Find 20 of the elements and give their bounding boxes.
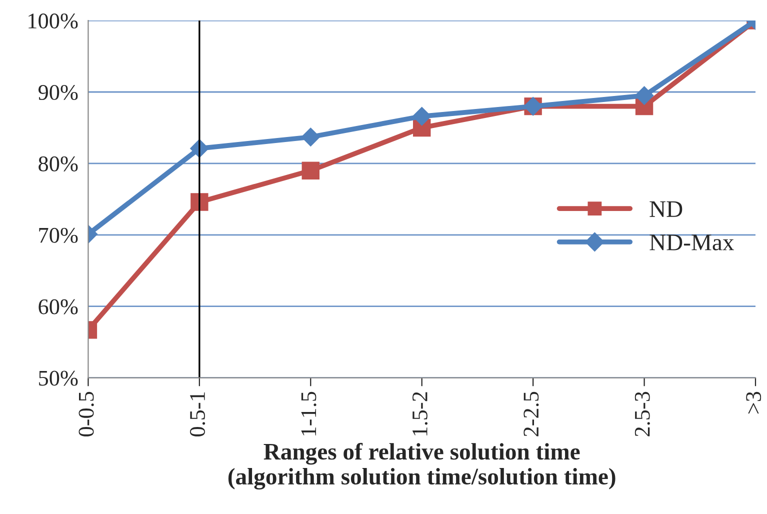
x-tick-label: 1-1.5 <box>301 392 316 436</box>
point <box>302 162 320 180</box>
legend-label: ND-Max <box>650 234 734 250</box>
point <box>412 106 432 126</box>
point <box>634 86 654 105</box>
y-tick-label: 50% <box>39 370 78 386</box>
x-tick-label: 1.5-2 <box>412 392 428 436</box>
x-tick-label: 2.5-3 <box>634 392 650 436</box>
x-axis-title: Ranges of relative solution time (algorithm solution time/solution time) <box>228 442 616 490</box>
y-tick-label: 60% <box>38 299 78 314</box>
x-tick-label: 0.5-1 <box>190 392 206 436</box>
y-tick-label: 70% <box>39 228 78 243</box>
legend-label: ND <box>650 201 682 217</box>
x-tick-label: 2-2.5 <box>524 392 539 436</box>
point <box>301 128 320 146</box>
y-tick-label: 80% <box>38 156 78 172</box>
x-tick-label: >3 <box>746 392 762 414</box>
y-tick-label: 90% <box>38 84 78 100</box>
y-tick-label: 100% <box>28 13 78 29</box>
x-tick-label: 0-0.5 <box>78 392 94 436</box>
